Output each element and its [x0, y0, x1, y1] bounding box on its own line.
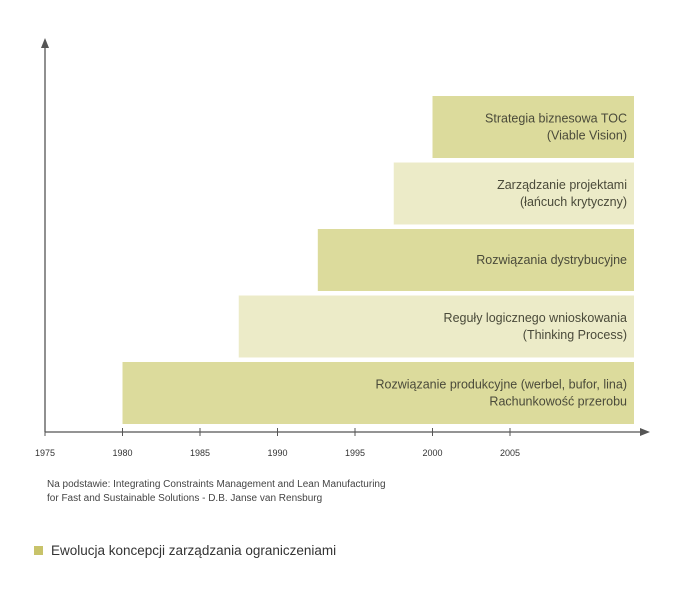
bar-5 [432, 96, 634, 158]
x-tick-label-1990: 1990 [267, 448, 287, 458]
bar-4 [393, 162, 634, 225]
x-tick-label-2005: 2005 [500, 448, 520, 458]
bar-3 [317, 229, 634, 291]
y-axis-arrow-icon [41, 38, 49, 48]
bar-2-label-2: (Thinking Process) [523, 328, 627, 342]
x-axis-arrow-icon [640, 428, 650, 436]
bar-3-label-1: Rozwiązania dystrybucyjne [476, 253, 627, 267]
bar-5-label-1: Strategia biznesowa TOC [485, 112, 627, 126]
source-note: Na podstawie: Integrating Constraints Ma… [47, 478, 567, 506]
caption-marker-icon [34, 546, 43, 555]
timeline-chart: Rozwiązanie produkcyjne (werbel, bufor, … [35, 38, 650, 458]
caption-text: Ewolucja koncepcji zarządzania ogranicze… [51, 543, 337, 558]
bar-1 [122, 362, 634, 424]
x-tick-label-1995: 1995 [345, 448, 365, 458]
bar-1-label-2: Rachunkowość przerobu [489, 395, 627, 409]
source-note-line-2: for Fast and Sustainable Solutions - D.B… [47, 493, 323, 504]
x-tick-label-1985: 1985 [190, 448, 210, 458]
x-tick-label-1975: 1975 [35, 448, 55, 458]
x-tick-label-2000: 2000 [422, 448, 442, 458]
bar-5-label-2: (Viable Vision) [547, 129, 627, 143]
x-tick-label-1980: 1980 [112, 448, 132, 458]
source-note-line-1: Na podstawie: Integrating Constraints Ma… [47, 479, 386, 490]
bar-2-label-1: Reguły logicznego wnioskowania [444, 311, 627, 325]
bar-2 [238, 295, 634, 358]
bar-4-label-2: (łańcuch krytyczny) [520, 195, 627, 209]
bar-1-label-1: Rozwiązanie produkcyjne (werbel, bufor, … [375, 378, 627, 392]
bar-4-label-1: Zarządzanie projektami [497, 178, 627, 192]
figure-caption: Ewolucja koncepcji zarządzania ogranicze… [34, 543, 336, 558]
